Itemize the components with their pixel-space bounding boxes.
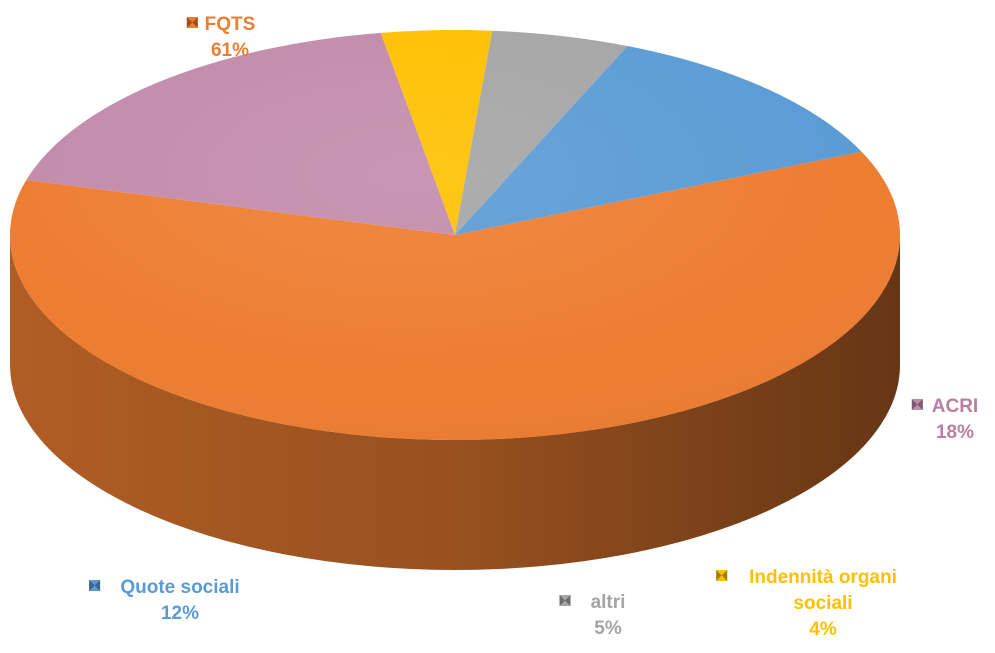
legend-marker-acri (911, 399, 923, 410)
data-label-quote-sociali: Quote sociali 12% (89, 577, 240, 624)
data-label-indennit-organi-sociali: Indennità organi sociali 4% (716, 567, 897, 640)
data-label-name: altri (591, 592, 626, 613)
legend-marker-quote-sociali (89, 580, 101, 591)
pie-tops (9, 29, 900, 441)
legend-marker-fqts (186, 17, 198, 28)
legend-marker-shade (186, 17, 198, 28)
legend-marker-shade (89, 580, 101, 591)
legend-marker-shade (911, 399, 923, 410)
data-label-name: Quote sociali (120, 577, 239, 598)
data-label-acri: ACRI 18% (911, 396, 978, 443)
data-label-name: sociali (793, 593, 852, 614)
data-label-name: FQTS (205, 14, 256, 35)
data-label-name: Indennità organi (749, 567, 897, 588)
legend-marker-indennit-organi-sociali (716, 570, 728, 581)
pie-top-shine (10, 30, 900, 440)
data-label-value: 4% (809, 619, 837, 640)
legend-marker-shade (559, 595, 571, 606)
data-label-fqts: FQTS 61% (186, 14, 256, 61)
data-label-name: ACRI (932, 396, 978, 417)
pie-sides (10, 235, 900, 570)
pie-labels: FQTS 61% ACRI 18% Indennità organi sociali 4% a… (89, 14, 978, 640)
legend-marker-shade (716, 570, 728, 581)
data-label-value: 12% (161, 603, 199, 624)
data-label-value: 18% (936, 422, 974, 443)
data-label-value: 5% (594, 618, 622, 639)
data-label-altri: altri 5% (559, 592, 626, 639)
data-label-value: 61% (211, 40, 249, 61)
slice-side-shade (10, 235, 900, 570)
legend-marker-altri (559, 595, 571, 606)
